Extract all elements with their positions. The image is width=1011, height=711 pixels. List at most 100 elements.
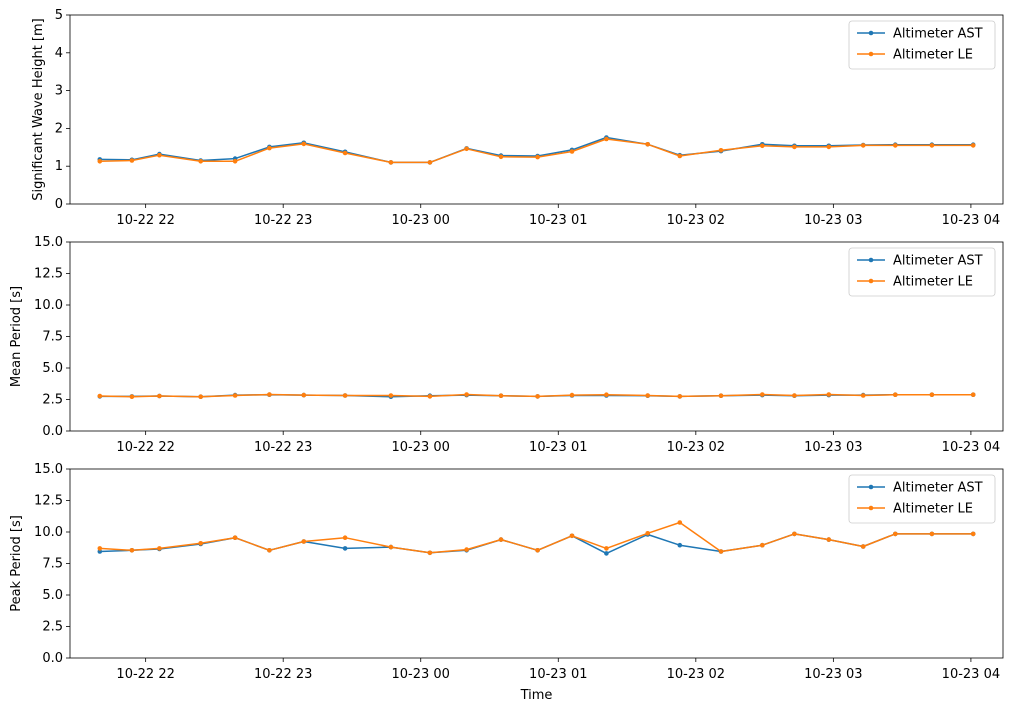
y-tick-label: 2.5 (42, 393, 63, 408)
legend-label: Altimeter LE (893, 275, 973, 290)
data-point (677, 520, 683, 525)
data-point (427, 550, 433, 556)
legend-swatch-marker (868, 278, 874, 284)
legend-label: Altimeter AST (893, 481, 983, 496)
legend-label: Altimeter AST (893, 254, 983, 269)
y-tick-label: 15.0 (34, 462, 63, 477)
x-axis-label: Time (520, 688, 553, 703)
y-tick-label: 1 (55, 159, 63, 174)
data-point (198, 394, 203, 400)
data-point (388, 160, 394, 165)
x-tick-label: 10-23 04 (942, 667, 1000, 682)
data-point (569, 149, 575, 154)
legend-swatch-marker (868, 30, 874, 36)
data-point (760, 392, 765, 397)
y-tick-label: 12.5 (34, 267, 63, 282)
data-point (498, 537, 504, 542)
data-point (301, 392, 307, 398)
data-point (569, 392, 575, 398)
x-tick-label: 10-23 03 (804, 667, 862, 682)
y-tick-label: 5.0 (42, 361, 63, 376)
x-tick-label: 10-23 04 (942, 440, 1000, 455)
data-point (388, 544, 394, 550)
data-point (893, 392, 898, 398)
legend-label: Altimeter AST (893, 27, 983, 42)
y-tick-label: 7.5 (42, 557, 63, 572)
legend-box (848, 474, 996, 524)
data-point (893, 143, 898, 148)
data-point (718, 148, 724, 153)
data-point (301, 141, 307, 147)
data-point (645, 142, 650, 147)
y-axis-label: Mean Period [s] (9, 286, 24, 387)
legend: Altimeter AST Altimeter LE (848, 247, 996, 297)
x-tick-label: 10-23 02 (667, 667, 725, 682)
data-point (498, 154, 504, 160)
data-point (893, 531, 898, 537)
x-tick-label: 10-22 23 (254, 213, 312, 228)
data-point (677, 394, 683, 399)
data-point (760, 143, 765, 149)
y-tick-label: 5 (55, 8, 63, 23)
data-point (826, 392, 832, 397)
legend: Altimeter AST Altimeter LE (848, 474, 996, 524)
data-point (342, 393, 348, 398)
legend-swatch-marker (868, 484, 874, 490)
panels: 0 1 2 3 4 5 10-22 22 10-22 23 10-23 00 10-23 01 10… (9, 8, 1004, 703)
legend-box (848, 247, 996, 297)
legend-box (848, 20, 996, 70)
data-point (157, 393, 162, 399)
y-tick-label: 0.0 (42, 651, 63, 666)
data-point (970, 392, 976, 398)
chart-panel-3: 0.0 2.5 5.0 7.5 10.0 12.5 15.0 10-22 22 10-22 23… (9, 462, 1004, 703)
x-tick-label: 10-23 04 (942, 213, 1000, 228)
data-point (792, 144, 797, 150)
x-tick-label: 10-22 22 (116, 213, 174, 228)
x-tick-label: 10-23 02 (667, 440, 725, 455)
data-point (97, 393, 103, 399)
data-point (860, 393, 866, 398)
y-tick-label: 0 (55, 197, 63, 212)
data-point (718, 393, 724, 399)
x-tick-label: 10-23 00 (392, 213, 450, 228)
y-tick-label: 2.5 (42, 620, 63, 635)
x-tick-label: 10-23 01 (529, 213, 587, 228)
data-point (604, 546, 609, 551)
axes-frame (69, 14, 1004, 205)
data-point (535, 154, 540, 160)
x-tick-label: 10-23 03 (804, 440, 862, 455)
data-point (198, 159, 203, 164)
data-point (826, 537, 832, 542)
data-point (267, 392, 272, 397)
data-point (267, 548, 272, 553)
data-point (826, 144, 832, 150)
y-tick-label: 10.0 (34, 298, 63, 313)
data-point (97, 159, 103, 164)
y-tick-label: 15.0 (34, 235, 63, 250)
data-point (427, 394, 433, 399)
data-point (792, 531, 797, 537)
x-tick-label: 10-23 00 (392, 667, 450, 682)
data-point (677, 542, 683, 548)
x-tick-label: 10-22 22 (116, 440, 174, 455)
x-tick-label: 10-23 01 (529, 667, 587, 682)
data-point (604, 551, 609, 556)
legend-label: Altimeter LE (893, 48, 973, 63)
data-point (464, 547, 469, 552)
data-point (129, 548, 135, 553)
data-point (970, 143, 976, 148)
legend-swatch-marker (868, 257, 874, 263)
data-point (677, 153, 683, 159)
data-point (929, 143, 935, 148)
data-point (970, 531, 976, 537)
data-point (860, 544, 866, 549)
y-tick-label: 4 (55, 46, 63, 61)
x-tick-label: 10-23 01 (529, 440, 587, 455)
x-tick-label: 10-22 22 (116, 667, 174, 682)
y-tick-label: 12.5 (34, 494, 63, 509)
data-point (342, 150, 348, 156)
data-point (569, 533, 575, 539)
y-tick-label: 5.0 (42, 588, 63, 603)
data-point (427, 160, 433, 165)
data-point (760, 542, 765, 548)
